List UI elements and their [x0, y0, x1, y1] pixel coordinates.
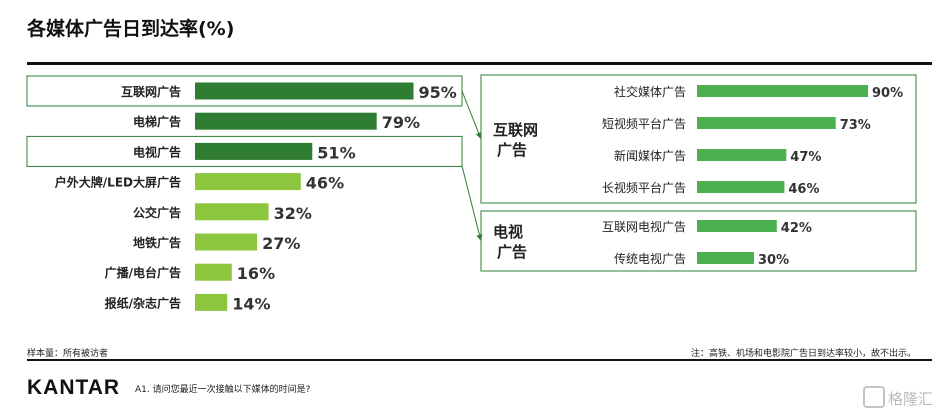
value-label: 14% — [232, 294, 270, 313]
category-label: 公交广告 — [133, 205, 181, 220]
category-label: 传统电视广告 — [614, 251, 686, 266]
category-label: 短视频平台广告 — [602, 116, 686, 131]
category-label: 地铁广告 — [133, 235, 181, 250]
connector-line — [461, 165, 482, 242]
bar — [697, 181, 785, 193]
watermark-logo-icon — [862, 386, 885, 408]
group-label: 电视广告 — [493, 223, 527, 261]
title-divider — [27, 62, 932, 65]
category-label: 社交媒体广告 — [614, 84, 686, 99]
category-label: 户外大牌/LED大屏广告 — [55, 175, 181, 190]
value-label: 90% — [872, 86, 903, 101]
category-label: 报纸/杂志广告 — [105, 295, 181, 310]
category-label: 新闻媒体广告 — [614, 148, 686, 163]
page-title: 各媒体广告日到达率(%) — [27, 18, 235, 40]
bar — [697, 117, 836, 129]
bar — [697, 85, 868, 97]
group-label: 互联网广告 — [493, 121, 538, 159]
category-label: 电视广告 — [133, 144, 181, 159]
internet-breakdown-panel: 互联网广告 社交媒体广告 90% 短视频平台广告 73% 新闻媒体广告 47% 长视频平台广告… — [480, 74, 917, 204]
value-label: 16% — [237, 264, 275, 283]
value-label: 73% — [840, 118, 871, 133]
omission-note: 注：高铁、机场和电影院广告日到达率较小，故不出示。 — [690, 349, 916, 359]
bar — [195, 82, 414, 100]
bar — [195, 233, 258, 251]
value-label: 27% — [262, 234, 300, 253]
value-label: 46% — [306, 174, 344, 193]
callout-connectors — [461, 90, 483, 242]
bar — [697, 252, 754, 264]
arrow-head-icon — [475, 132, 482, 139]
bar — [195, 293, 228, 311]
category-label: 电梯广告 — [133, 114, 181, 129]
bar — [195, 173, 301, 191]
category-label: 广播/电台广告 — [105, 265, 181, 280]
watermark: 格隆汇 — [862, 386, 933, 409]
brand-logo: KANTAR — [27, 376, 121, 399]
value-label: 42% — [781, 221, 812, 236]
bar — [195, 142, 313, 160]
watermark-text: 格隆汇 — [887, 390, 933, 408]
bar — [195, 203, 269, 221]
bar — [697, 220, 777, 232]
sample-size-note: 样本量：所有被访者 — [27, 349, 109, 359]
tv-breakdown-panel: 电视广告 互联网电视广告 42% 传统电视广告 30% — [480, 210, 917, 272]
value-label: 95% — [419, 83, 457, 102]
value-label: 51% — [317, 143, 355, 162]
category-label: 长视频平台广告 — [602, 180, 686, 195]
footer-divider — [27, 359, 932, 361]
category-label: 互联网广告 — [121, 84, 181, 99]
arrow-head-icon — [476, 234, 483, 241]
value-label: 46% — [788, 182, 819, 197]
value-label: 79% — [382, 113, 420, 132]
bar — [195, 263, 232, 281]
main-bar-chart: 互联网广告 95% 电梯广告 79% 电视广告 51% 户外大牌/LED大屏广告 46% 公交广… — [26, 75, 463, 313]
value-label: 47% — [790, 150, 821, 165]
value-label: 30% — [758, 253, 789, 268]
bar — [697, 149, 787, 161]
connector-line — [461, 90, 482, 140]
category-label: 互联网电视广告 — [602, 219, 686, 234]
survey-question: A1. 请问您最近一次接触以下媒体的时间是? — [135, 385, 311, 395]
highlight-box — [26, 135, 463, 167]
value-label: 32% — [274, 204, 312, 223]
bar — [195, 112, 377, 130]
